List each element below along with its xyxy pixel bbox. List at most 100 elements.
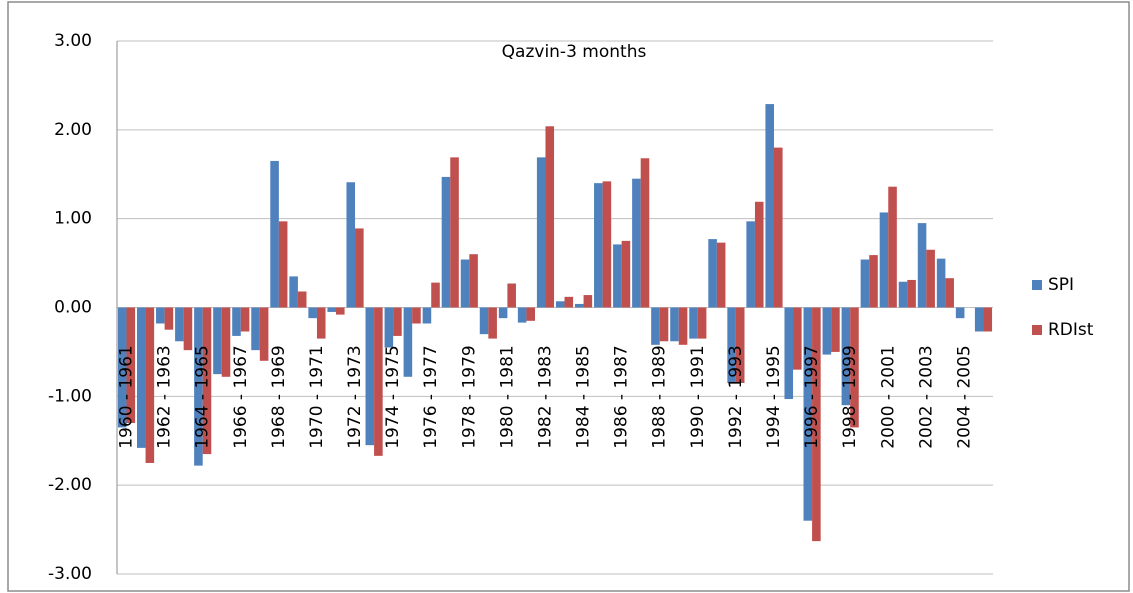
bar <box>716 242 726 308</box>
bar <box>156 307 165 324</box>
legend-swatch <box>1032 325 1042 335</box>
bar <box>869 255 878 308</box>
y-tick-label: -1.00 <box>48 386 92 406</box>
bar <box>936 258 946 308</box>
bar <box>754 201 764 308</box>
bar <box>822 307 832 355</box>
bar <box>670 307 679 342</box>
bar <box>860 259 870 308</box>
bar <box>697 307 707 339</box>
x-tick-label: 1992 - 1993 <box>726 345 746 448</box>
bar <box>793 307 802 370</box>
bar <box>803 307 813 521</box>
bar <box>117 307 127 428</box>
bar <box>289 276 298 308</box>
bar <box>574 303 584 308</box>
bar <box>917 223 927 308</box>
bar <box>841 307 851 406</box>
x-tick-label: 1960 - 1961 <box>117 345 137 448</box>
bar <box>945 278 954 308</box>
x-tick-label: 1990 - 1991 <box>688 345 708 448</box>
y-tick-label: 1.00 <box>54 209 92 229</box>
x-tick-label: 1964 - 1965 <box>193 345 213 448</box>
x-tick-label: 2000 - 2001 <box>878 345 898 448</box>
x-tick-label: 1970 - 1971 <box>307 345 327 448</box>
bar <box>774 147 783 308</box>
bar <box>898 281 908 308</box>
bar <box>498 307 508 319</box>
x-tick-label: 1968 - 1969 <box>269 345 289 448</box>
bar <box>507 283 516 308</box>
bar <box>240 307 250 332</box>
bar <box>850 307 859 428</box>
y-tick-label: 3.00 <box>54 31 92 51</box>
x-tick-label: 1972 - 1973 <box>345 345 365 448</box>
bar <box>336 307 345 315</box>
bar <box>412 307 421 324</box>
bar <box>812 307 821 542</box>
y-tick-label: 2.00 <box>54 120 92 140</box>
bar <box>564 296 574 308</box>
x-tick-label: 1962 - 1963 <box>155 345 175 448</box>
x-tick-label: 1982 - 1983 <box>535 345 555 448</box>
x-tick-label: 1974 - 1975 <box>383 345 403 448</box>
bar <box>689 307 698 339</box>
bar <box>621 240 631 308</box>
bar <box>545 126 555 308</box>
legend-swatch <box>1032 280 1042 290</box>
bar <box>136 307 146 448</box>
bar <box>355 228 364 308</box>
x-tick-label: 1976 - 1977 <box>421 345 441 448</box>
bar <box>555 301 565 308</box>
chart-frame <box>7 1 1130 592</box>
bar <box>316 307 326 339</box>
chart-title: Qazvin-3 months <box>502 42 647 62</box>
bar <box>327 307 336 312</box>
bar <box>888 186 897 308</box>
bar <box>164 307 174 330</box>
bar <box>640 158 650 308</box>
bar <box>526 307 536 321</box>
bar <box>727 307 736 384</box>
bar <box>488 307 497 339</box>
bar <box>126 307 136 423</box>
bar <box>450 157 459 308</box>
bar <box>431 282 440 308</box>
bar <box>374 307 383 456</box>
bar <box>879 212 889 308</box>
bar <box>393 307 402 336</box>
bar <box>632 178 641 308</box>
bar <box>469 254 478 308</box>
bar <box>536 157 546 308</box>
x-tick-label: 1986 - 1987 <box>612 345 632 448</box>
legend-label: SPI <box>1048 275 1074 295</box>
bar <box>422 307 432 324</box>
bar <box>403 307 413 377</box>
bar <box>460 259 470 308</box>
x-tick-label: 1994 - 1995 <box>764 345 784 448</box>
y-tick-label: -2.00 <box>48 475 92 495</box>
x-tick-label: 1998 - 1999 <box>840 345 860 448</box>
bar <box>145 307 155 463</box>
bar <box>974 307 984 332</box>
bar <box>651 307 660 345</box>
bar <box>441 176 451 308</box>
bar <box>955 307 965 319</box>
bar <box>708 239 717 308</box>
x-tick-label: 1978 - 1979 <box>459 345 479 448</box>
bar <box>259 307 269 361</box>
bar <box>365 307 375 446</box>
bar <box>831 307 840 352</box>
x-tick-label: 1988 - 1989 <box>650 345 670 448</box>
bar <box>678 307 688 345</box>
bar <box>270 160 279 308</box>
bar <box>613 244 622 308</box>
x-tick-label: 1966 - 1967 <box>231 345 251 448</box>
bar <box>907 279 916 308</box>
bar <box>308 307 317 319</box>
x-tick-label: 2002 - 2003 <box>916 345 936 448</box>
bar <box>232 307 241 336</box>
bar <box>183 307 193 351</box>
bar <box>784 307 794 399</box>
